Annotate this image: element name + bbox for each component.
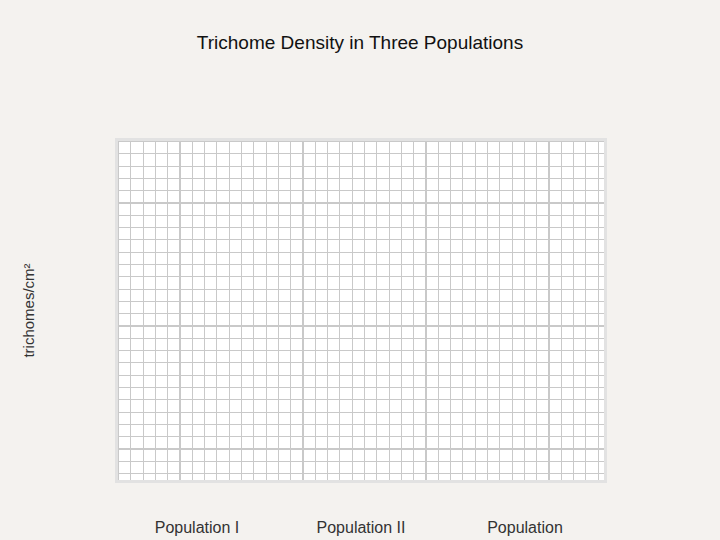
svg-text:Trichome Density in Three Popu: Trichome Density in Three Populations — [197, 32, 523, 53]
svg-text:trichomes/cm²: trichomes/cm² — [20, 263, 37, 357]
svg-text:Population II: Population II — [317, 519, 406, 536]
svg-text:Population: Population — [487, 519, 563, 536]
svg-text:Population I: Population I — [155, 519, 240, 536]
